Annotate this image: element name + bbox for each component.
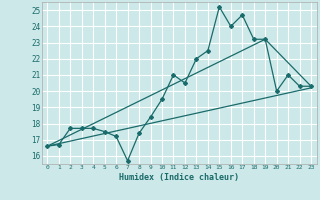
X-axis label: Humidex (Indice chaleur): Humidex (Indice chaleur) <box>119 173 239 182</box>
